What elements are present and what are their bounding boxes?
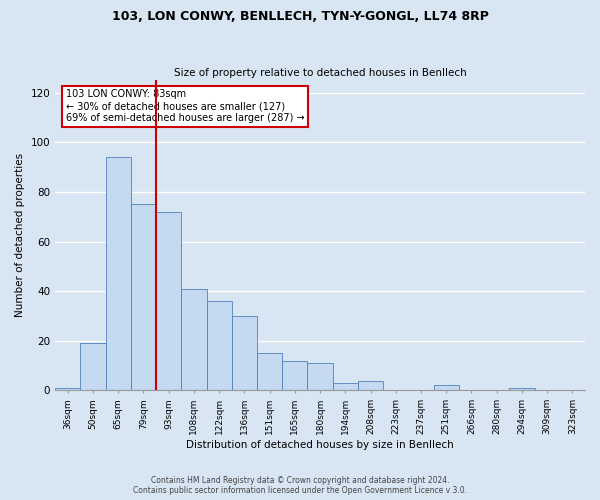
Title: Size of property relative to detached houses in Benllech: Size of property relative to detached ho… <box>174 68 466 78</box>
Bar <box>106 157 131 390</box>
Text: 103, LON CONWY, BENLLECH, TYN-Y-GONGL, LL74 8RP: 103, LON CONWY, BENLLECH, TYN-Y-GONGL, L… <box>112 10 488 23</box>
Bar <box>80 344 106 390</box>
Bar <box>282 360 307 390</box>
Bar <box>181 288 206 390</box>
Bar <box>257 353 282 391</box>
Bar <box>55 388 80 390</box>
Bar <box>232 316 257 390</box>
Bar <box>307 363 332 390</box>
Bar <box>434 386 459 390</box>
Text: Contains HM Land Registry data © Crown copyright and database right 2024.
Contai: Contains HM Land Registry data © Crown c… <box>133 476 467 495</box>
Bar <box>206 301 232 390</box>
Bar <box>358 380 383 390</box>
Bar <box>131 204 156 390</box>
X-axis label: Distribution of detached houses by size in Benllech: Distribution of detached houses by size … <box>186 440 454 450</box>
Bar <box>332 383 358 390</box>
Bar <box>509 388 535 390</box>
Bar <box>156 212 181 390</box>
Y-axis label: Number of detached properties: Number of detached properties <box>15 153 25 318</box>
Text: 103 LON CONWY: 83sqm
← 30% of detached houses are smaller (127)
69% of semi-deta: 103 LON CONWY: 83sqm ← 30% of detached h… <box>66 90 304 122</box>
